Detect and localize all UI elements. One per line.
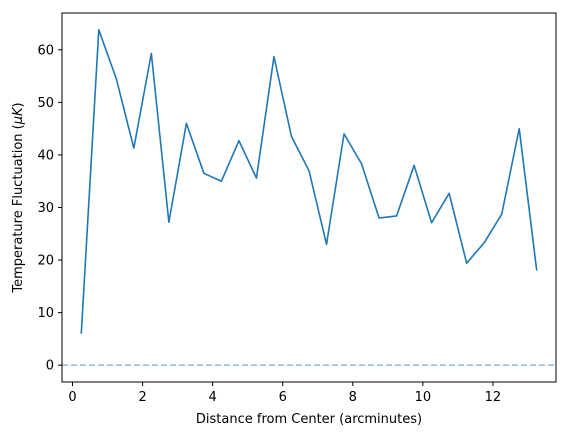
y-tick-label: 30 bbox=[37, 201, 54, 216]
y-axis-label-mu: μ bbox=[11, 116, 26, 125]
y-tick-label: 0 bbox=[46, 359, 54, 374]
y-axis-label: Temperature Fluctuation (μK) bbox=[11, 102, 26, 293]
x-tick-label: 4 bbox=[209, 390, 217, 405]
x-tick-label: 0 bbox=[68, 390, 76, 405]
x-tick-label: 6 bbox=[279, 390, 287, 405]
y-tick-label: 40 bbox=[37, 148, 54, 163]
x-tick-label: 12 bbox=[485, 390, 502, 405]
plot-frame bbox=[61, 12, 557, 383]
y-tick-label: 50 bbox=[37, 96, 54, 111]
plot-area bbox=[62, 29, 556, 366]
y-tick-label: 20 bbox=[37, 254, 54, 269]
y-axis-label-text: Temperature Fluctuation ( bbox=[11, 124, 26, 293]
series-line-0 bbox=[80, 29, 538, 334]
y-axis-label-close: ) bbox=[11, 102, 26, 107]
x-tick-label: 2 bbox=[138, 390, 146, 405]
x-tick-label: 10 bbox=[415, 390, 432, 405]
y-tick-label: 10 bbox=[37, 306, 54, 321]
x-tick-label: 8 bbox=[349, 390, 357, 405]
y-axis-label-unit: K bbox=[11, 106, 26, 116]
x-axis-label: Distance from Center (arcminutes) bbox=[196, 412, 422, 427]
axis-ticks: 0 2 4 6 8 10 12 0 10 20 30 40 50 60 bbox=[37, 43, 501, 405]
y-tick-label: 60 bbox=[37, 43, 54, 58]
